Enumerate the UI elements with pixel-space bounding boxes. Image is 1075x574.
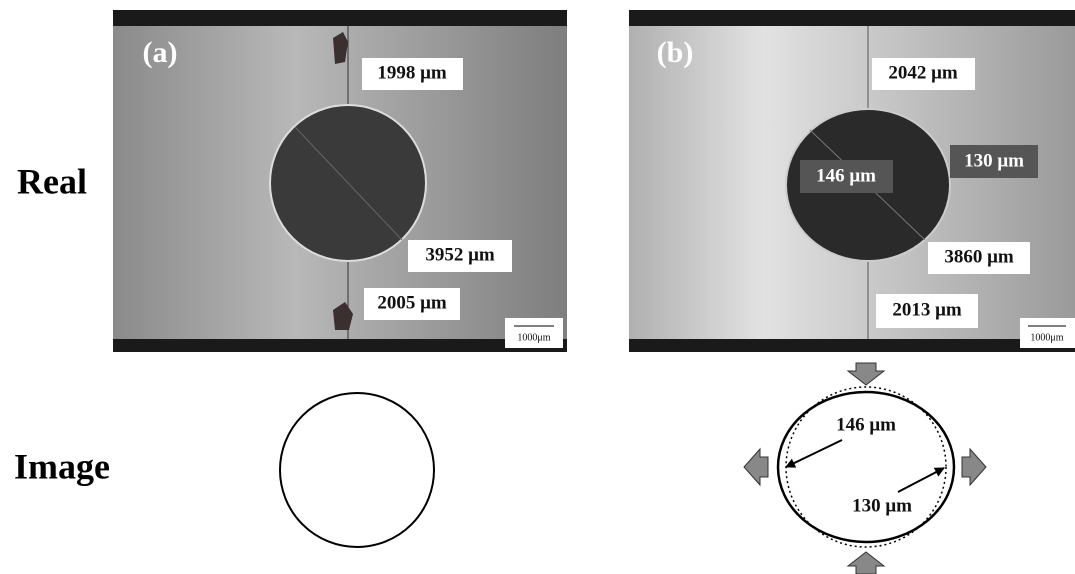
panel-label: (b)	[657, 36, 694, 69]
schematic-label: 146 μm	[836, 414, 896, 435]
measurement: 146 μm	[816, 165, 876, 186]
measurement: 2013 μm	[892, 299, 962, 320]
measurement: 3860 μm	[944, 246, 1014, 267]
panel-label: (a)	[143, 36, 178, 69]
row-label: Real	[17, 161, 87, 201]
ideal-circle	[280, 393, 434, 547]
scale-bar: 1000μm	[517, 332, 550, 343]
measurement: 2042 μm	[888, 62, 958, 83]
measurement: 1998 μm	[377, 62, 447, 83]
figure: Real Image (a) 1998 μm 3952 μm 2005 μm 1…	[0, 0, 1075, 574]
scale-bar: 1000μm	[1030, 332, 1063, 343]
micrograph-b: (b) 2042 μm 146 μm 130 μm 3860 μm 2013 μ…	[629, 10, 1075, 352]
row-label: Image	[14, 446, 110, 486]
measurement: 2005 μm	[377, 292, 447, 313]
schematic-label: 130 μm	[852, 495, 912, 516]
micrograph-a: (a) 1998 μm 3952 μm 2005 μm 1000μm	[113, 10, 567, 352]
measurement: 130 μm	[964, 150, 1024, 171]
measurement: 3952 μm	[425, 244, 495, 265]
deformed-schematic: 146 μm 130 μm	[744, 363, 986, 574]
